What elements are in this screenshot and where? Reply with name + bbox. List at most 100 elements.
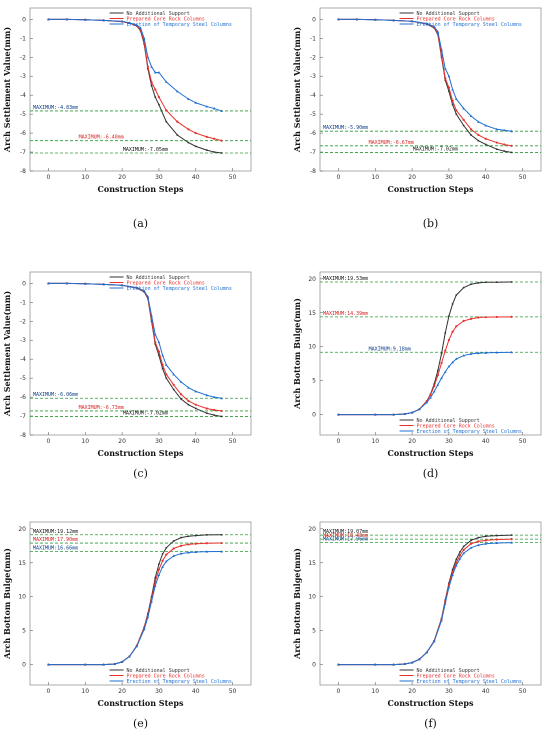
legend-label-steel: Erection of Temporary Steel Columns bbox=[127, 286, 232, 292]
data-point-none bbox=[510, 281, 513, 283]
x-axis-label: Construction Steps bbox=[98, 184, 184, 194]
y-axis-label: Arch Settlement Value(mm) bbox=[2, 27, 12, 153]
data-point-steel bbox=[146, 615, 150, 619]
data-point-none bbox=[448, 90, 450, 93]
legend-label-core: Prepared Core Rock Columns bbox=[127, 16, 205, 22]
data-point-steel bbox=[139, 26, 142, 29]
legend-label-steel: Erection of Temporary Steel Columns bbox=[417, 429, 522, 435]
data-point-core bbox=[150, 80, 153, 84]
legend-label-steel: Erection of Temporary Steel Columns bbox=[417, 679, 522, 685]
data-point-steel bbox=[135, 23, 139, 27]
max-annotation: MAXIMUM:19.07mm bbox=[323, 529, 368, 535]
data-point-core bbox=[455, 561, 458, 564]
data-point-steel bbox=[469, 546, 473, 549]
data-point-steel bbox=[495, 351, 499, 354]
data-point-core bbox=[462, 118, 465, 121]
y-tick-label: -2 bbox=[310, 54, 316, 61]
plot-frame bbox=[319, 271, 542, 436]
x-tick-label: 0 bbox=[337, 174, 341, 181]
data-point-core bbox=[444, 77, 447, 80]
data-point-core bbox=[503, 143, 506, 146]
data-point-none bbox=[451, 303, 454, 305]
data-point-none bbox=[440, 352, 443, 355]
data-point-core bbox=[429, 393, 432, 397]
legend-label-steel: Erection of Temporary Steel Columns bbox=[127, 679, 232, 685]
data-point-steel bbox=[447, 74, 451, 78]
data-point-core bbox=[205, 135, 208, 138]
data-point-steel bbox=[176, 89, 179, 93]
panel-d: 0 10 20 30 40 50 0 5 10 15 20 Construction Steps Arc… bbox=[292, 271, 542, 480]
x-tick-label: 30 bbox=[445, 438, 453, 445]
data-point-steel bbox=[410, 19, 414, 23]
x-tick-label: 0 bbox=[337, 438, 341, 445]
y-axis-label: Arch Settlement Value(mm) bbox=[2, 291, 12, 417]
panel-label: (a) bbox=[133, 217, 148, 230]
data-point-core bbox=[194, 403, 197, 406]
data-point-steel bbox=[194, 101, 198, 104]
max-annotation: MAXIMUM:-4.83mm bbox=[33, 105, 78, 111]
data-point-steel bbox=[425, 401, 429, 404]
series-line-steel bbox=[48, 18, 222, 112]
y-tick-label: -5 bbox=[310, 111, 316, 118]
data-point-core bbox=[455, 325, 458, 328]
y-tick-label: 0 bbox=[312, 412, 316, 419]
y-tick-label: -4 bbox=[20, 92, 26, 99]
data-point-none bbox=[194, 534, 197, 537]
data-point-steel bbox=[443, 602, 447, 605]
data-point-none bbox=[180, 536, 182, 539]
data-point-steel bbox=[510, 541, 513, 544]
data-point-none bbox=[158, 354, 160, 357]
y-tick-label: -8 bbox=[20, 168, 26, 175]
data-point-steel bbox=[477, 351, 480, 355]
data-point-steel bbox=[47, 17, 50, 21]
x-tick-label: 40 bbox=[192, 438, 200, 445]
x-tick-label: 50 bbox=[229, 438, 237, 445]
y-tick-label: -4 bbox=[20, 356, 26, 363]
data-point-none bbox=[451, 568, 454, 571]
data-point-steel bbox=[451, 573, 454, 576]
y-tick-label: -7 bbox=[20, 149, 26, 156]
x-tick-label: 50 bbox=[229, 174, 237, 181]
data-point-steel bbox=[447, 585, 451, 589]
y-tick-label: -6 bbox=[20, 130, 26, 137]
data-point-steel bbox=[187, 551, 190, 554]
data-point-core bbox=[510, 538, 513, 541]
series-line-steel bbox=[48, 550, 222, 666]
data-point-none bbox=[444, 79, 447, 81]
y-tick-label: 10 bbox=[308, 344, 316, 351]
data-point-steel bbox=[451, 88, 454, 91]
panel-label: (d) bbox=[423, 467, 439, 480]
data-point-steel bbox=[146, 55, 150, 59]
data-point-steel bbox=[187, 97, 190, 100]
data-point-core bbox=[187, 399, 190, 402]
legend-label-none: No Additional Support bbox=[417, 668, 480, 674]
x-tick-label: 30 bbox=[155, 438, 163, 445]
data-point-steel bbox=[337, 663, 340, 666]
data-point-core bbox=[477, 540, 480, 543]
data-point-steel bbox=[220, 396, 223, 400]
data-point-steel bbox=[164, 363, 168, 366]
series-line-steel bbox=[48, 282, 222, 399]
x-tick-label: 10 bbox=[371, 438, 379, 445]
data-point-steel bbox=[157, 71, 161, 74]
y-tick-label: 0 bbox=[312, 662, 316, 669]
y-tick-label: 0 bbox=[22, 16, 26, 23]
data-point-core bbox=[455, 109, 458, 112]
data-point-steel bbox=[410, 411, 414, 414]
data-point-steel bbox=[477, 543, 480, 547]
data-point-steel bbox=[484, 542, 488, 545]
data-point-steel bbox=[373, 413, 377, 416]
data-point-core bbox=[220, 541, 223, 545]
plot-frame bbox=[29, 521, 252, 686]
data-point-steel bbox=[83, 282, 87, 285]
y-tick-label: 20 bbox=[308, 276, 316, 283]
y-tick-label: 10 bbox=[18, 594, 26, 601]
data-point-steel bbox=[150, 600, 153, 603]
data-point-none bbox=[510, 151, 513, 154]
data-point-none bbox=[484, 143, 487, 146]
x-tick-label: 40 bbox=[482, 688, 490, 695]
data-point-none bbox=[165, 377, 168, 379]
max-annotation: MAXIMUM:-7.02mm bbox=[413, 146, 458, 152]
data-point-core bbox=[205, 407, 208, 410]
